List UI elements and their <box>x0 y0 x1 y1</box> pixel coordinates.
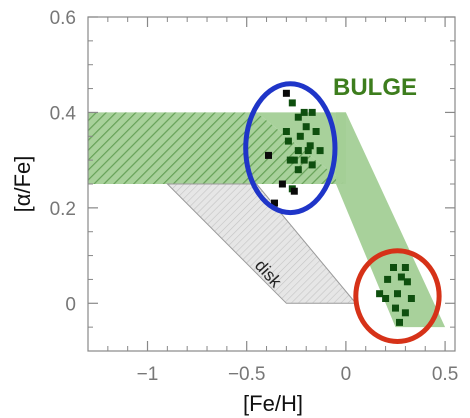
tick-labels: −1 −0.5 0 0.5 0 0.2 0.4 0.6 <box>50 8 459 385</box>
data-point <box>290 187 298 195</box>
data-point <box>300 156 308 164</box>
data-point <box>271 199 278 207</box>
highlight-ellipses <box>243 81 442 344</box>
x-tick-label: 0 <box>341 364 352 385</box>
data-point <box>306 142 314 150</box>
data-point <box>304 147 312 155</box>
data-point <box>403 278 411 286</box>
data-point <box>308 108 316 116</box>
data-point <box>294 147 302 155</box>
data-point <box>396 318 403 326</box>
y-axis-label: [α/Fe] <box>10 156 35 213</box>
x-tick-label: 0.5 <box>432 364 458 385</box>
region-disk <box>166 183 357 304</box>
data-point <box>284 137 292 145</box>
data-point <box>384 275 392 283</box>
data-point <box>265 151 272 159</box>
y-tick-label: 0.6 <box>50 8 76 29</box>
blue-ellipse <box>243 81 338 216</box>
data-points <box>265 89 415 326</box>
data-point <box>288 99 296 107</box>
data-point <box>312 128 320 135</box>
data-point <box>392 304 399 312</box>
y-tick-label: 0.2 <box>50 199 76 220</box>
data-point <box>316 147 324 155</box>
x-tick-label: −0.5 <box>228 364 266 385</box>
data-point <box>282 128 290 135</box>
data-point <box>382 295 390 302</box>
region-bulge-hatched <box>88 112 346 184</box>
bulge-label: BULGE <box>333 74 417 101</box>
x-axis-label: [Fe/H] <box>243 391 303 416</box>
data-point <box>300 108 308 116</box>
shaded-regions <box>88 112 446 328</box>
data-point <box>394 290 401 298</box>
data-point <box>401 309 409 317</box>
data-point <box>397 273 405 281</box>
data-point <box>407 295 415 302</box>
data-point <box>278 180 286 188</box>
data-point <box>294 166 302 174</box>
data-point <box>294 113 302 121</box>
data-point <box>290 156 298 164</box>
data-point <box>401 264 409 271</box>
data-point <box>296 132 304 140</box>
region-bulge-knee <box>336 112 446 328</box>
y-tick-label: 0.4 <box>50 103 77 124</box>
data-point <box>376 290 384 298</box>
data-point <box>282 89 290 97</box>
data-point <box>286 156 294 164</box>
y-tick-label: 0 <box>65 294 76 315</box>
x-tick-label: −1 <box>137 364 159 385</box>
red-ellipse <box>353 248 442 344</box>
data-point <box>308 161 316 169</box>
data-point <box>390 264 397 271</box>
plot-frame <box>87 16 456 352</box>
data-point <box>302 123 310 131</box>
